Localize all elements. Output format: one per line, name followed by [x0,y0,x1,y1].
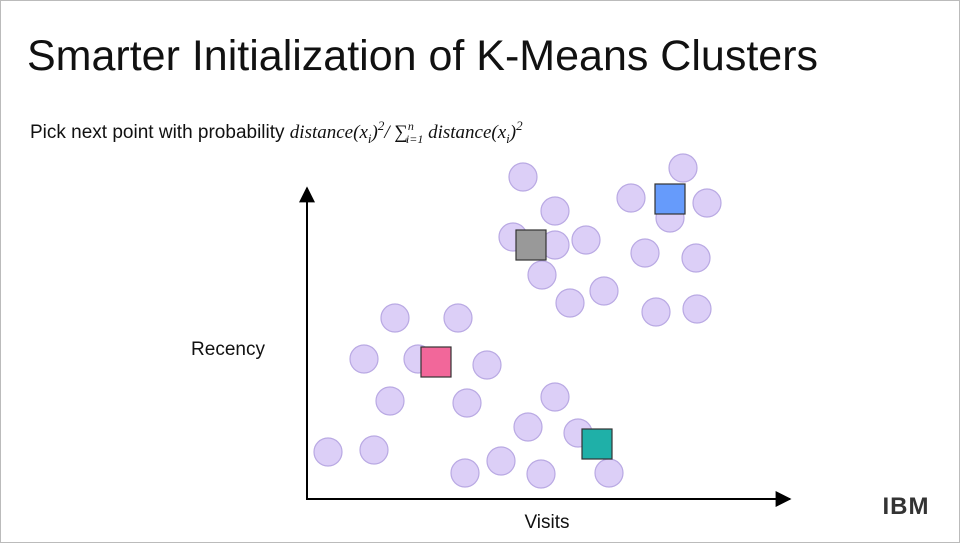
point [380,303,410,333]
subtitle-lead: Pick next point with probability [30,122,285,143]
point [349,344,379,374]
point [452,388,482,418]
y-axis-label: Recency [191,339,265,360]
point [589,276,619,306]
centroid [581,428,613,460]
point [555,288,585,318]
formula-part: 2 [378,118,385,133]
point [526,459,556,489]
formula-part: / [383,122,394,143]
point [594,458,624,488]
point [508,162,538,192]
point [681,243,711,273]
point [443,303,473,333]
subtitle: Pick next point with probability distanc… [30,118,523,146]
x-axis-label: Visits [524,512,569,533]
formula-part: i=1 [406,132,423,146]
formula-part: ∑ [394,122,408,143]
centroid [420,346,452,378]
point [668,153,698,183]
formula-part: n [408,119,414,133]
centroid [654,183,686,215]
title: Smarter Initialization of K-Means Cluste… [27,32,818,80]
formula-part: ) [371,122,378,143]
point [682,294,712,324]
logo: IBM [883,493,930,520]
point [616,183,646,213]
point [641,297,671,327]
point [450,458,480,488]
point [527,260,557,290]
point [540,382,570,412]
point [486,446,516,476]
point [359,435,389,465]
centroid [515,229,547,261]
point [375,386,405,416]
point [472,350,502,380]
point [513,412,543,442]
point [540,196,570,226]
point [630,238,660,268]
points [313,153,722,489]
formula-part: distance(x [290,122,369,143]
formula-part: ) [509,122,516,143]
point [313,437,343,467]
point [571,225,601,255]
centroids [420,183,686,460]
formula-part: distance(x [423,122,506,143]
formula-part: 2 [516,118,523,133]
point [692,188,722,218]
formula-part: i [368,131,372,146]
formula-part: i [506,131,510,146]
